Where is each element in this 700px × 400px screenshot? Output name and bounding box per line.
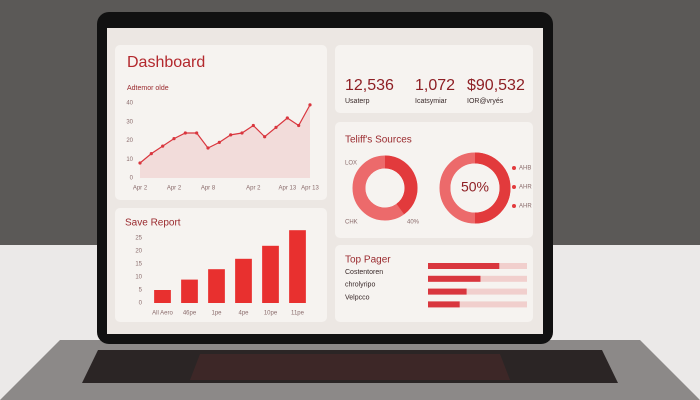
point <box>240 131 244 135</box>
x-tick-label: 46pe <box>183 311 197 317</box>
donut-hole <box>365 168 405 208</box>
point <box>217 140 221 144</box>
stat-value: $90,532 <box>467 77 525 94</box>
category-label: chrolyripo <box>345 282 375 289</box>
legend-dot <box>512 166 516 170</box>
point <box>297 123 301 128</box>
bar-track <box>428 288 527 295</box>
x-tick-label: Apr 8 <box>201 186 216 192</box>
value-label: 50% <box>461 179 489 195</box>
point <box>285 116 289 120</box>
legend-dot <box>512 204 516 208</box>
point <box>161 144 165 148</box>
x-tick-label: 1pe <box>211 311 222 317</box>
y-tick-label: 30 <box>126 119 133 125</box>
category-label: Velpcco <box>345 294 370 301</box>
keyboard-glow <box>190 354 510 380</box>
point <box>251 123 255 128</box>
point <box>274 125 278 129</box>
chart-title: Save Report <box>125 218 181 229</box>
dashboard-title: Dashboard <box>127 54 205 71</box>
point <box>172 137 176 141</box>
category-label: Costentoren <box>345 269 383 276</box>
x-tick-label: Apr 13 <box>278 186 296 192</box>
y-tick-label: 5 <box>139 288 143 294</box>
point <box>183 131 187 135</box>
y-tick-label: 10 <box>135 275 142 281</box>
point <box>308 103 312 107</box>
y-tick-label: 25 <box>135 236 142 242</box>
point <box>138 161 142 165</box>
legend-dot <box>512 185 516 189</box>
x-tick-label: Apr 13 <box>301 186 319 192</box>
y-tick-label: 20 <box>126 138 133 144</box>
legend-label: AHR <box>519 204 532 210</box>
x-tick-label: Apr 2 <box>133 186 148 192</box>
donut-hole <box>450 163 500 213</box>
stat-label: Icatsymiar <box>415 98 448 105</box>
bar <box>428 288 467 295</box>
annotation: CHK <box>345 220 358 226</box>
stat-label: Usaterp <box>345 98 370 105</box>
y-tick-label: 15 <box>135 262 142 268</box>
y-tick-label: 10 <box>126 157 133 163</box>
stat-value: 1,072 <box>415 77 455 94</box>
point <box>206 146 210 150</box>
area <box>140 104 310 178</box>
y-tick-label: 40 <box>126 101 133 107</box>
point <box>149 152 153 156</box>
bar <box>428 275 481 282</box>
y-tick-label: 20 <box>135 249 142 255</box>
point <box>229 133 233 137</box>
bar <box>235 258 252 303</box>
chart-title: Top Pager <box>345 255 391 266</box>
bar <box>289 230 306 303</box>
bar <box>262 245 279 303</box>
x-tick-label: 4pe <box>238 311 249 317</box>
line <box>139 104 311 164</box>
legend-label: AHB <box>519 166 531 172</box>
stat-label: IOR@vryés <box>467 98 504 105</box>
bar <box>428 263 500 269</box>
annotation: LOX <box>345 161 357 167</box>
bar <box>181 279 198 303</box>
bar <box>208 269 225 303</box>
donut-arc <box>474 152 511 224</box>
x-tick-label: 11pe <box>291 311 305 317</box>
y-tick-label: 0 <box>139 301 143 307</box>
point <box>195 131 199 135</box>
bar-track <box>428 301 527 308</box>
x-tick-label: Apr 2 <box>167 186 182 192</box>
x-tick-label: Apr 2 <box>246 186 261 192</box>
value-label: 40% <box>407 220 420 226</box>
chart-title: Adtemor olde <box>127 85 169 92</box>
chart-title: Teliff's Sources <box>345 135 412 146</box>
donut-arc <box>384 155 418 215</box>
legend-label: AHR <box>519 185 532 191</box>
stat-value: 12,536 <box>345 77 394 94</box>
panel <box>115 45 327 200</box>
x-tick-label: All Aero <box>152 311 173 317</box>
bar <box>154 290 171 303</box>
x-tick-label: 10pe <box>264 311 278 317</box>
y-tick-label: 0 <box>130 176 134 182</box>
panel <box>335 45 533 113</box>
point <box>263 135 267 139</box>
bar <box>428 301 460 308</box>
